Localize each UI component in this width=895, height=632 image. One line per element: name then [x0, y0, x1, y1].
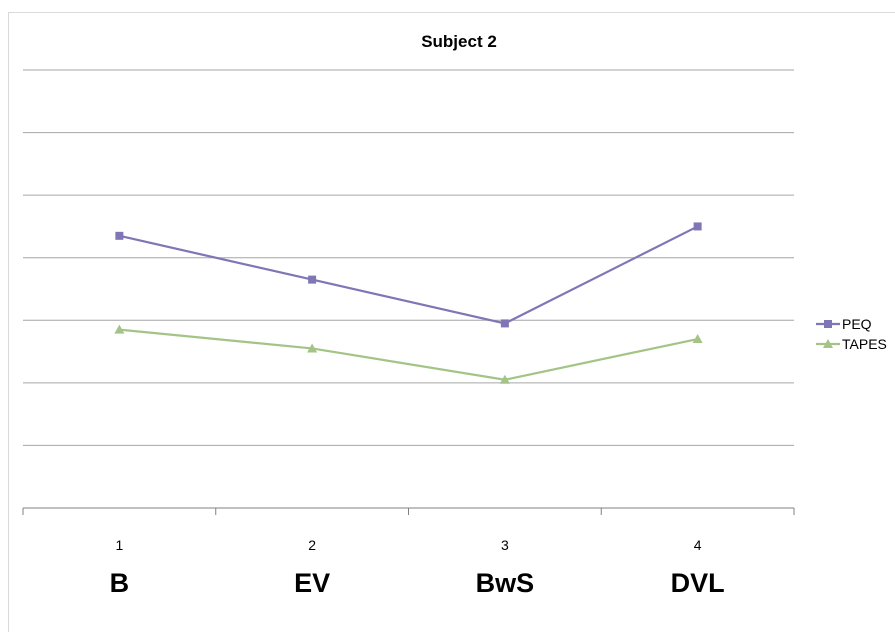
- line-chart: 1 2 3 4 B EV BwS DVL PEQ TAPES: [22, 69, 887, 598]
- peq-legend-marker: [824, 320, 832, 328]
- tapes-point: [499, 374, 510, 384]
- x-tick-label: 4: [694, 537, 702, 553]
- tapes-point: [307, 343, 318, 353]
- x-tick-label: 2: [308, 537, 316, 553]
- peq-point: [308, 275, 317, 284]
- tapes-point: [114, 324, 125, 334]
- peq-legend-label: PEQ: [842, 316, 872, 332]
- series-layer: [114, 222, 703, 384]
- peq-point: [693, 222, 702, 231]
- tapes-legend-marker: [823, 339, 833, 348]
- peq-series-line: [119, 225, 699, 325]
- tapes-legend-label: TAPES: [842, 336, 887, 352]
- peq-point: [115, 231, 124, 240]
- x-tick-label: 1: [115, 537, 123, 553]
- chart-title: Subject 2: [421, 32, 497, 51]
- tapes-series-line: [119, 328, 698, 381]
- category-label: EV: [294, 568, 330, 598]
- peq-point: [500, 319, 509, 328]
- chart-frame: [8, 12, 895, 632]
- x-tick-label: 3: [501, 537, 509, 553]
- x-axis: 1 2 3 4 B EV BwS DVL: [22, 507, 795, 598]
- category-label: BwS: [476, 568, 535, 598]
- category-label: B: [110, 568, 130, 598]
- gridlines: [23, 69, 794, 446]
- tapes-point: [692, 334, 703, 344]
- category-label: DVL: [671, 568, 725, 598]
- legend: PEQ TAPES: [816, 316, 887, 352]
